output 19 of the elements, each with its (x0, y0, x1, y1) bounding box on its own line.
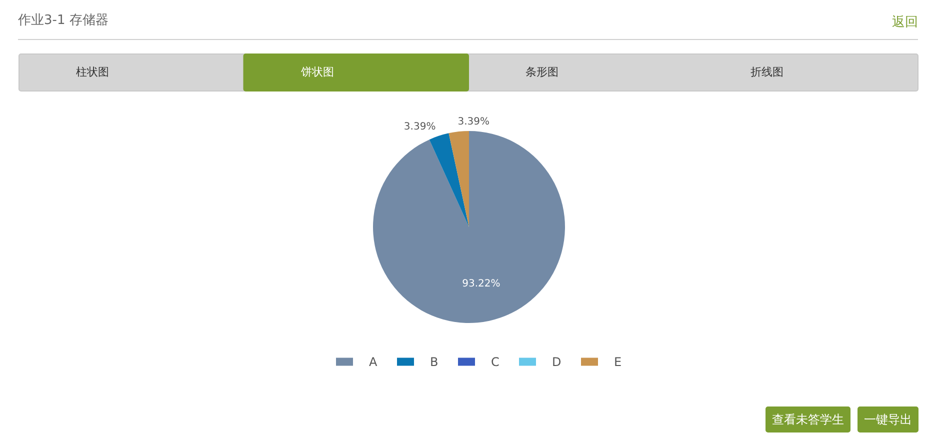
text: 一键导出 (864, 412, 912, 426)
pie-slice (448, 131, 469, 227)
pie-slice (429, 133, 469, 227)
data-label: 3.39% (458, 116, 490, 128)
legend-label: C (491, 354, 500, 369)
legend-label: D (552, 354, 562, 369)
legend-label: E (614, 354, 622, 369)
text: 折线图 (750, 66, 784, 78)
text: 饼状图 (300, 66, 334, 78)
text: 作业3-1 存储器 (17, 13, 108, 28)
data-label: 93.22% (462, 278, 500, 290)
text: 条形图 (526, 66, 558, 78)
pie-slice (373, 131, 565, 323)
text: 柱状图 (76, 66, 109, 78)
legend-label: B (430, 354, 438, 369)
text: 查看未答学生 (772, 412, 844, 426)
text: 返回 (892, 15, 918, 30)
legend-label: A (369, 354, 378, 369)
data-label: 3.39% (404, 121, 436, 132)
